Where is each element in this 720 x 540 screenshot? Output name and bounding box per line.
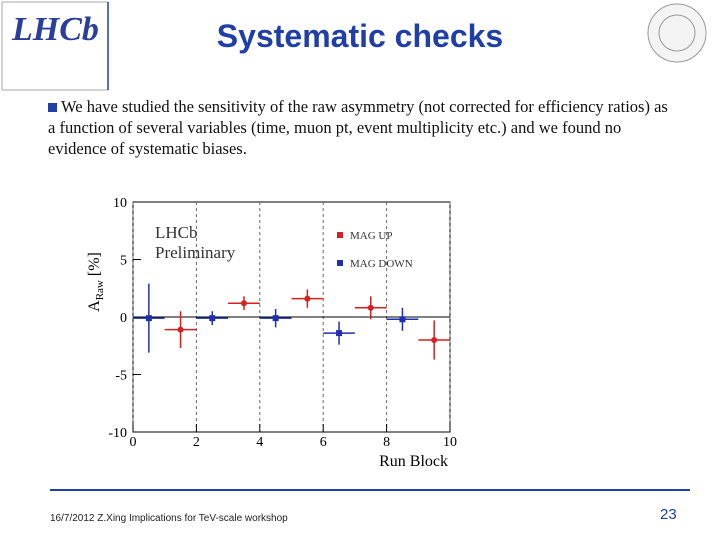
point [240,300,247,307]
bullet [48,103,57,112]
y-tick-label: -10 [108,426,127,441]
x-tick-label: 6 [320,435,327,450]
body-text: We have studied the sensitivity of the r… [48,96,668,159]
x-tick-label: 8 [383,435,390,450]
y-axis-label-sub: Raw [94,280,106,300]
x-tick-label: 10 [443,435,457,450]
x-tick-label: 4 [256,435,263,450]
point [304,295,311,302]
y-tick-label: 0 [120,311,127,326]
point [431,337,438,343]
legend-label: MAG DOWN [350,258,413,270]
y-tick-label: -5 [115,369,127,384]
seal [647,3,707,63]
seal-inner [658,14,696,52]
y-tick-label: 10 [113,196,127,211]
x-axis-label: Run Block [379,453,448,470]
legend-marker [337,232,343,238]
annotation: Preliminary [155,243,236,262]
logo-text: LHCb [11,11,99,48]
legend-marker [337,260,343,266]
annotation: LHCb [155,223,198,242]
y-axis-label: ARaw [%] [86,252,106,312]
slide-title: Systematic checks [216,18,504,54]
point [177,326,184,333]
x-tick-label: 0 [130,435,137,450]
y-axis-label-main: A [86,300,103,312]
point [145,315,152,322]
legend-label: MAG UP [350,230,392,242]
y-tick-label: 5 [120,254,127,269]
point [209,315,216,322]
page-number: 23 [660,506,677,523]
y-axis-label-unit: [%] [86,252,103,276]
point [367,304,374,311]
point [336,330,343,337]
point [399,316,406,323]
x-tick-label: 2 [193,435,200,450]
footer-note: 16/7/2012 Z.Xing Implications for TeV-sc… [50,513,288,524]
point [272,315,279,322]
logo-frame [1,1,109,91]
body-paragraph: We have studied the sensitivity of the r… [48,97,668,158]
